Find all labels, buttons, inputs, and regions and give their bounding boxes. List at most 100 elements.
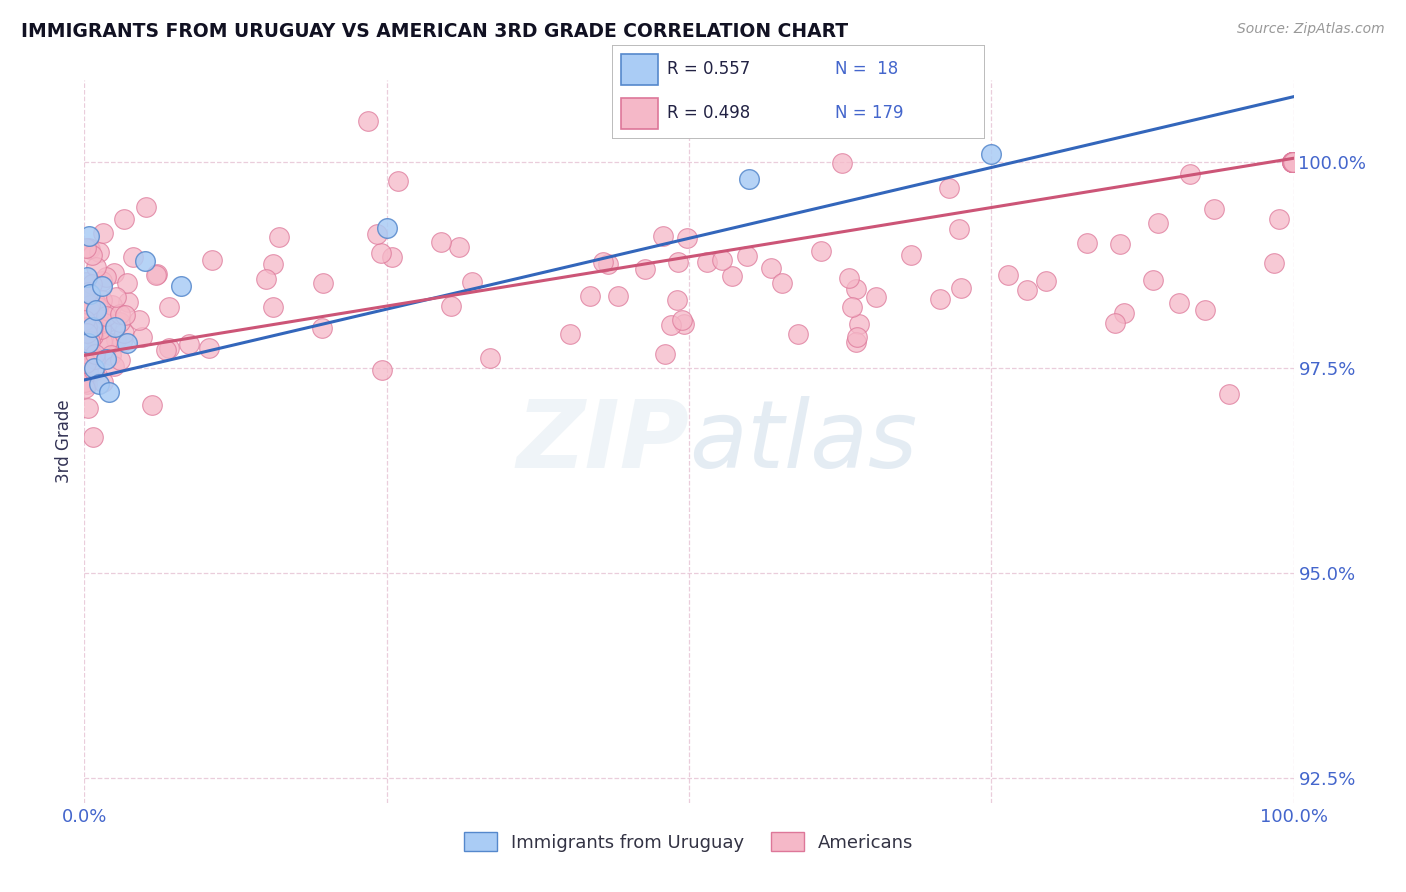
Point: [82, 318, 104, 333]
Point: [75, 275, 97, 289]
Point: [114, 308, 136, 322]
Point: [77, 336, 100, 351]
Point: [76, 320, 98, 334]
Point: [357, 114, 380, 128]
Point: [115, 336, 138, 351]
Point: [1282, 155, 1305, 169]
Point: [75, 241, 97, 255]
Point: [1035, 274, 1057, 288]
Point: [76, 377, 98, 392]
Point: [76, 326, 98, 340]
Point: [1282, 155, 1305, 169]
Point: [1281, 155, 1303, 169]
Point: [430, 235, 453, 250]
Point: [447, 240, 470, 254]
Point: [93, 226, 115, 240]
Point: [1147, 216, 1170, 230]
Point: [75, 296, 97, 310]
Point: [157, 341, 180, 355]
Point: [696, 255, 718, 269]
Point: [1194, 303, 1216, 318]
Point: [1281, 155, 1303, 169]
Point: [1282, 155, 1305, 169]
Point: [87, 244, 110, 259]
Point: [375, 221, 398, 235]
Point: [79, 242, 101, 256]
Point: [79, 298, 101, 312]
Point: [1281, 155, 1303, 169]
Point: [96, 335, 118, 350]
Text: N =  18: N = 18: [835, 61, 898, 78]
Point: [87, 377, 110, 392]
Point: [1076, 235, 1098, 250]
Point: [1281, 155, 1303, 169]
Point: [254, 271, 277, 285]
Point: [1281, 155, 1303, 169]
Point: [97, 385, 120, 400]
Point: [831, 155, 853, 169]
Point: [80, 319, 103, 334]
Point: [1282, 155, 1305, 169]
Point: [101, 298, 124, 312]
Point: [76, 270, 98, 285]
Text: ZIP: ZIP: [516, 395, 689, 488]
Point: [145, 268, 167, 282]
Point: [75, 376, 97, 390]
Point: [1112, 306, 1135, 320]
Point: [157, 300, 180, 314]
Point: [596, 257, 619, 271]
Point: [928, 292, 950, 306]
Point: [311, 321, 333, 335]
Point: [84, 347, 107, 361]
Point: [311, 276, 333, 290]
Point: [77, 401, 100, 416]
Point: [634, 262, 657, 277]
Point: [371, 363, 394, 377]
Point: [1282, 155, 1305, 169]
Point: [84, 295, 107, 310]
Point: [1263, 256, 1285, 270]
Point: [117, 295, 139, 310]
Point: [179, 337, 201, 351]
Point: [659, 318, 682, 333]
Point: [110, 334, 132, 349]
Point: [606, 289, 628, 303]
Y-axis label: 3rd Grade: 3rd Grade: [55, 400, 73, 483]
Point: [83, 364, 105, 378]
Point: [100, 348, 122, 362]
Point: [1282, 155, 1305, 169]
Point: [262, 301, 284, 315]
Point: [146, 268, 169, 282]
Point: [135, 200, 157, 214]
Point: [1282, 155, 1305, 169]
Point: [1282, 155, 1305, 169]
Point: [848, 317, 870, 331]
Point: [770, 276, 793, 290]
Point: [84, 296, 107, 310]
Point: [131, 330, 153, 344]
Point: [94, 352, 117, 367]
Point: [1281, 155, 1303, 169]
Point: [1282, 155, 1305, 169]
Point: [75, 307, 97, 321]
Point: [96, 315, 118, 329]
Text: N = 179: N = 179: [835, 104, 904, 122]
Point: [75, 356, 97, 370]
Point: [666, 255, 689, 269]
Point: [94, 270, 117, 285]
Point: [141, 398, 163, 412]
Point: [440, 299, 463, 313]
Point: [96, 309, 118, 323]
Point: [1168, 296, 1191, 310]
Point: [846, 330, 869, 344]
Point: [997, 268, 1019, 282]
Point: [1142, 273, 1164, 287]
Point: [1282, 155, 1305, 169]
Point: [578, 288, 600, 302]
Point: [75, 313, 97, 327]
Point: [865, 291, 887, 305]
Point: [90, 322, 112, 336]
Point: [73, 381, 96, 395]
Text: R = 0.498: R = 0.498: [668, 104, 751, 122]
Point: [77, 313, 100, 327]
